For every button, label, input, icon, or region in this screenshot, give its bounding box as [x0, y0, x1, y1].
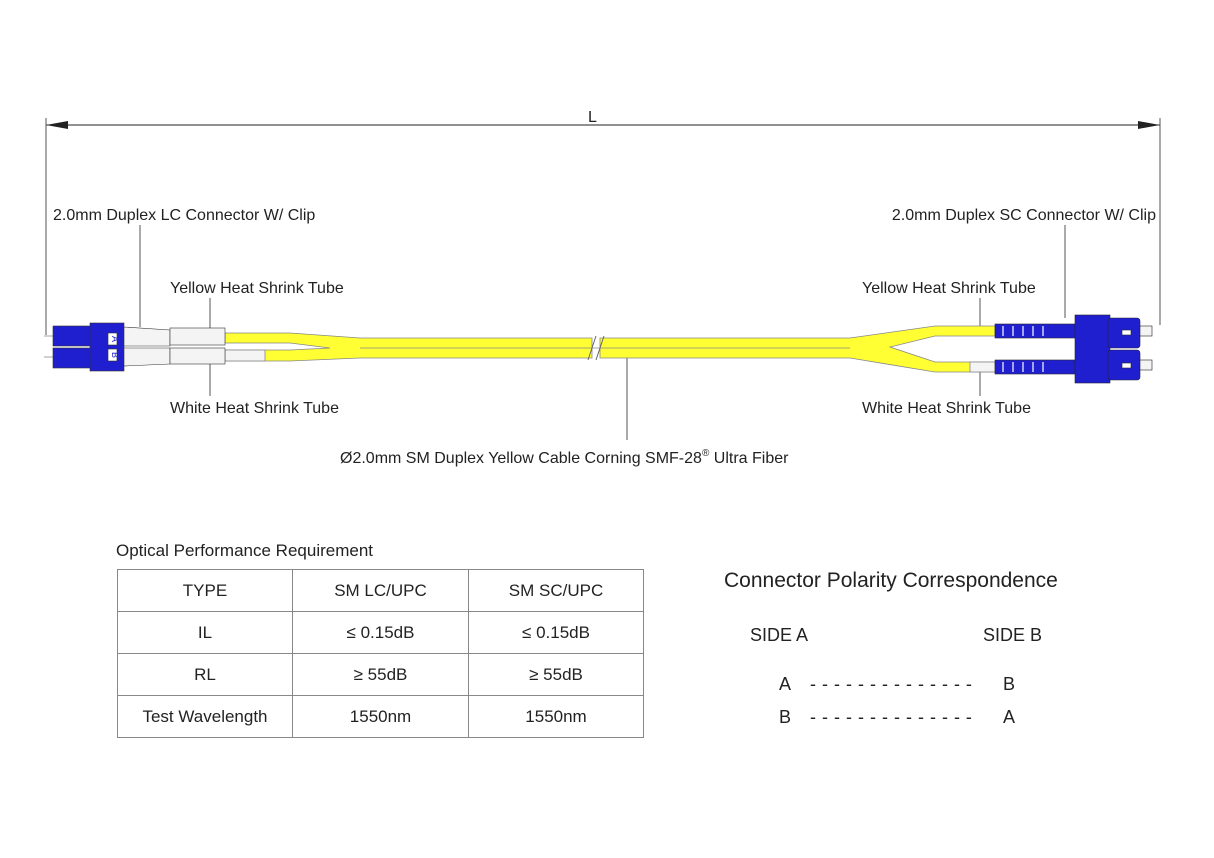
header-cell: TYPE [117, 569, 293, 612]
table-cell: ≤ 0.15dB [468, 611, 644, 654]
lc-label-a: A [110, 336, 120, 342]
table-cell: ≥ 55dB [292, 653, 469, 696]
lc-connector [44, 322, 226, 372]
side-b-label: SIDE B [983, 625, 1043, 645]
sc-connector [994, 314, 1153, 384]
left-connector-label: 2.0mm Duplex LC Connector W/ Clip [53, 207, 315, 224]
side-a-label: SIDE A [750, 625, 809, 645]
polarity-b-2: A [1003, 707, 1016, 727]
lc-label-b: B [110, 352, 120, 358]
polarity-dash-1: - - - - - - - - - - - - - - [810, 674, 973, 694]
optical-performance-table: TYPE SM LC/UPC SM SC/UPC IL ≤ 0.15dB ≤ 0… [117, 569, 644, 738]
table-row: RL ≥ 55dB ≥ 55dB [117, 653, 644, 696]
left-yellow-tube-label: Yellow Heat Shrink Tube [170, 280, 344, 297]
length-label: L [588, 109, 597, 126]
table-cell: RL [117, 653, 293, 696]
right-connector-label: 2.0mm Duplex SC Connector W/ Clip [892, 207, 1156, 224]
right-yellow-tube-label: Yellow Heat Shrink Tube [862, 280, 1036, 297]
table-row: IL ≤ 0.15dB ≤ 0.15dB [117, 611, 644, 654]
table-cell: 1550nm [292, 695, 469, 738]
table-cell: IL [117, 611, 293, 654]
yellow-cable [224, 325, 996, 373]
dimension-lines [45, 118, 1161, 440]
right-white-tube-label: White Heat Shrink Tube [862, 400, 1031, 417]
polarity-a-2: B [779, 707, 792, 727]
header-cell: SM SC/UPC [468, 569, 644, 612]
header-cell: SM LC/UPC [292, 569, 469, 612]
polarity-b-1: B [1003, 674, 1016, 694]
table-cell: ≥ 55dB [468, 653, 644, 696]
polarity-a-1: A [779, 674, 792, 694]
table-header-row: TYPE SM LC/UPC SM SC/UPC [117, 569, 644, 612]
polarity-title: Connector Polarity Correspondence [724, 569, 1058, 592]
table-cell: Test Wavelength [117, 695, 293, 738]
cable-label: Ø2.0mm SM Duplex Yellow Cable Corning SM… [340, 448, 789, 467]
table-cell: ≤ 0.15dB [292, 611, 469, 654]
left-white-tube-label: White Heat Shrink Tube [170, 400, 339, 417]
table-cell: 1550nm [468, 695, 644, 738]
cable-break-icon [587, 335, 605, 361]
table-row: Test Wavelength 1550nm 1550nm [117, 695, 644, 738]
polarity-dash-2: - - - - - - - - - - - - - - [810, 707, 973, 727]
table-title: Optical Performance Requirement [116, 541, 374, 560]
